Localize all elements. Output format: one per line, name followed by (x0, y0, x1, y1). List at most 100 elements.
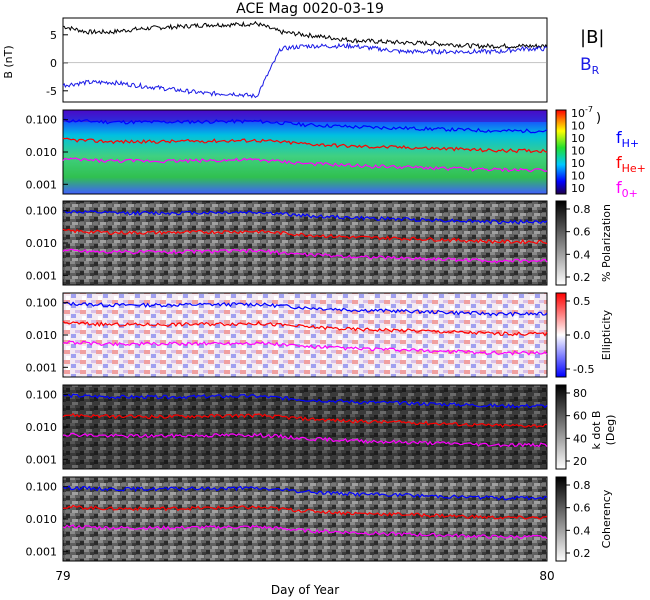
series-f-he-panel-2 (62, 137, 548, 154)
polarization-panel: % Polarization (62, 200, 613, 286)
coherency-image (63, 477, 547, 561)
series-f-he-panel-4 (62, 320, 548, 337)
mag-plot-frame (62, 17, 548, 103)
cbar-tick-label-ell: 0.5 (573, 295, 591, 308)
cbar-tick-label-coh: 0.2 (573, 547, 591, 560)
mag-y-tick-label: 0 (50, 57, 57, 70)
series-b-total (63, 20, 548, 50)
cbar-tick-label-pol: 0.4 (573, 248, 591, 261)
series-f-h-panel-4 (62, 301, 548, 317)
legend-f-o: f0+ (616, 178, 638, 200)
series-f-o-panel-6 (62, 524, 548, 540)
spectrum-colorbar (555, 109, 567, 195)
series-f-h-panel-5 (62, 393, 548, 409)
x-tick-label-80: 80 (539, 569, 554, 583)
y-tick-label: 0.001 (26, 178, 58, 191)
gyrofrequency-lines (62, 118, 548, 540)
cbar-exponent: -7 (585, 105, 593, 114)
coherency-panel: Coherency (62, 476, 613, 562)
coherency-cbar-label: Coherency (600, 489, 613, 548)
kdotb-cbar-label: k dot B (590, 411, 603, 450)
series-f-h-panel-3 (62, 209, 548, 225)
legend-main: f (616, 153, 622, 172)
legend-f-he: fHe+ (616, 153, 646, 175)
cbar-tick-label-spectrum: 10 (571, 120, 585, 133)
series-f-he-panel-3 (62, 228, 548, 245)
series-f-he-panel-5 (62, 412, 547, 428)
coherency-colorbar (555, 476, 567, 562)
x-axis-label: Day of Year (271, 583, 339, 597)
cbar-tick-label-spectrum: 10 (571, 145, 585, 158)
legend-sub: 0+ (622, 187, 638, 200)
polarization-cbar-label: % Polarization (600, 204, 613, 282)
cbar-tick-label-ell: 0.0 (573, 329, 591, 342)
spectrum-panel: ) fH+fHe+f0+ (62, 109, 646, 200)
spectrum-legend: fH+fHe+f0+ (616, 128, 646, 200)
colorbar-ticks: 10-71010101010100.80.60.40.20.50.0-0.580… (566, 105, 594, 560)
cbar-tick-label-kdb: 20 (573, 455, 587, 468)
series-f-h-panel-6 (62, 485, 548, 501)
mag-ylabel: B (nT) (2, 45, 15, 78)
y-tick-label: 0.001 (26, 269, 58, 282)
y-tick-label: 0.100 (26, 297, 58, 310)
legend-b-r: BR (580, 55, 600, 77)
polarization-colorbar (555, 200, 567, 286)
cbar-tick-label-ell: -0.5 (573, 363, 594, 376)
series-f-o-panel-3 (62, 248, 548, 264)
y-tick-label: 0.001 (26, 545, 58, 558)
cbar-tick-label-spectrum: 10 (571, 182, 585, 195)
cbar-tick-label-spectrum: 10 (571, 157, 585, 170)
kdotb-cbar-label2: (Deg) (604, 415, 617, 446)
kdotb-image (63, 385, 547, 469)
series-f-o-panel-5 (62, 432, 548, 448)
y-tick-label: 0.010 (26, 237, 58, 250)
legend-main: f (616, 128, 622, 147)
chart-title: ACE Mag 0020-03-19 (236, 1, 384, 17)
series-f-o-panel-4 (62, 340, 548, 356)
ellipticity-colorbar (555, 292, 567, 378)
legend-b-r-sub: R (592, 64, 600, 77)
mag-y-tick-label: 5 (50, 29, 57, 42)
y-tick-label: 0.100 (26, 205, 58, 218)
mag-y-tick-label: -5 (46, 85, 57, 98)
mag-series (62, 20, 548, 99)
legend-sub: H+ (622, 137, 640, 150)
cbar-tick-label-coh: 0.4 (573, 524, 591, 537)
series-f-h-panel-2 (62, 118, 548, 134)
cbar-tick-label-coh: 0.6 (573, 502, 591, 515)
x-tick-label-79: 79 (55, 569, 70, 583)
spectrum-cbar-label: ) (596, 111, 601, 126)
spectrum-top-band (63, 110, 547, 122)
y-tick-label: 0.001 (26, 361, 58, 374)
cbar-tick-label-pol: 0.6 (573, 226, 591, 239)
cbar-tick-label-pol: 0.2 (573, 271, 591, 284)
ellipticity-cbar-label: Ellipticity (600, 309, 613, 360)
panel-y-ticks: 0.100 0.010 0.001 0.100 0.010 0.001 0.100 0.010… (26, 114, 68, 558)
spectrum-image (63, 110, 547, 194)
kdotb-colorbar (555, 384, 567, 470)
y-tick-label: 0.010 (26, 329, 58, 342)
cbar-tick-label-spectrum: 10-7 (571, 105, 593, 120)
legend-b-total: |B| (580, 27, 604, 48)
series-f-o-panel-2 (62, 157, 548, 173)
mag-panel: 5 0 -5 B (nT) |B| BR (2, 17, 604, 103)
y-tick-label: 0.100 (26, 114, 58, 127)
series-f-he-panel-6 (62, 504, 548, 520)
cbar-tick-label-coh: 0.8 (573, 479, 591, 492)
cbar-tick-label-kdb: 60 (573, 410, 587, 423)
y-tick-label: 0.001 (26, 453, 58, 466)
series-b-r (62, 42, 548, 99)
y-tick-label: 0.010 (26, 421, 58, 434)
y-tick-label: 0.010 (26, 513, 58, 526)
cbar-tick-label-kdb: 80 (573, 387, 587, 400)
y-tick-label: 0.100 (26, 481, 58, 494)
y-tick-label: 0.010 (26, 146, 58, 159)
cbar-tick-label-spectrum: 10 (571, 170, 585, 183)
legend-f-h: fH+ (616, 128, 639, 150)
y-tick-label: 0.100 (26, 389, 58, 402)
cbar-tick-label-spectrum: 10 (571, 132, 585, 145)
legend-b-r-main: B (580, 55, 592, 75)
legend-main: f (616, 178, 622, 197)
cbar-tick-label-pol: 0.8 (573, 203, 591, 216)
